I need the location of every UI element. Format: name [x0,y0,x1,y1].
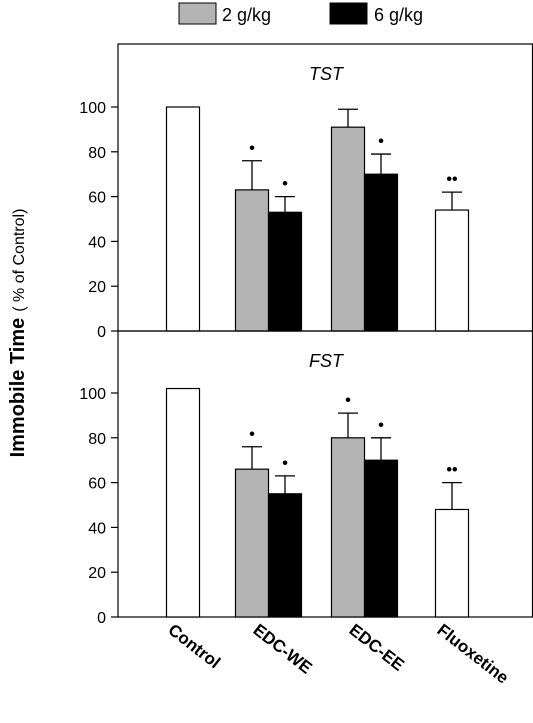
y-axis-title: Immobile Time( % of Control) [7,209,29,458]
legend-swatch-2 [329,2,368,25]
x-axis-category-labels: Control EDC-WE EDC-EE Fluoxetine [165,620,513,687]
y-axis-label: Immobile Time( % of Control) [7,209,29,458]
x-category-label: Fluoxetine [434,620,513,687]
x-category-label: Control [165,620,224,672]
y-tick-label: 80 [88,145,106,162]
bar-edc-ee-6gkg [363,173,399,332]
y-tick-label: 40 [88,234,106,251]
bar-fluoxetine [434,508,470,618]
x-category-label: EDC-WE [250,620,316,677]
significance-marker: • [249,140,255,157]
bar-control [165,387,201,618]
y-tick-label: 0 [97,610,106,627]
bar-edc-we-2gkg [234,189,270,332]
significance-marker: • [282,455,288,472]
significance-marker: • [378,417,384,434]
bar-edc-ee-2gkg [330,437,366,618]
x-category-label: EDC-EE [346,620,408,675]
significance-marker: • [249,426,255,443]
significance-marker: •• [446,462,458,479]
significance-marker: • [345,392,351,409]
y-tick-label: 0 [97,324,106,341]
panel-title: FST [309,351,345,371]
y-tick-label: 20 [88,279,106,296]
legend-swatch-1 [178,2,217,25]
y-tick-label: 60 [88,190,106,207]
legend-label-1: 2 g/kg [222,5,271,25]
bar-edc-we-6gkg [267,493,303,618]
legend-label-2: 6 g/kg [374,5,423,25]
bar-edc-ee-2gkg [330,126,366,332]
significance-marker: • [378,133,384,150]
y-tick-label: 80 [88,431,106,448]
significance-marker: •• [446,171,458,188]
significance-marker: • [282,176,288,193]
bar-fluoxetine [434,209,470,332]
bar-edc-ee-6gkg [363,459,399,618]
bar-edc-we-2gkg [234,468,270,618]
legend: 2 g/kg 6 g/kg [178,2,423,25]
y-tick-label: 100 [79,100,106,117]
y-tick-label: 100 [79,386,106,403]
bar-edc-we-6gkg [267,211,303,332]
y-tick-label: 20 [88,565,106,582]
y-tick-label: 60 [88,476,106,493]
bar-control [165,106,201,332]
y-tick-label: 40 [88,520,106,537]
chart-panels: 020406080100TST•••••020406080100FST•••••… [79,43,533,627]
panel-title: TST [309,64,345,84]
